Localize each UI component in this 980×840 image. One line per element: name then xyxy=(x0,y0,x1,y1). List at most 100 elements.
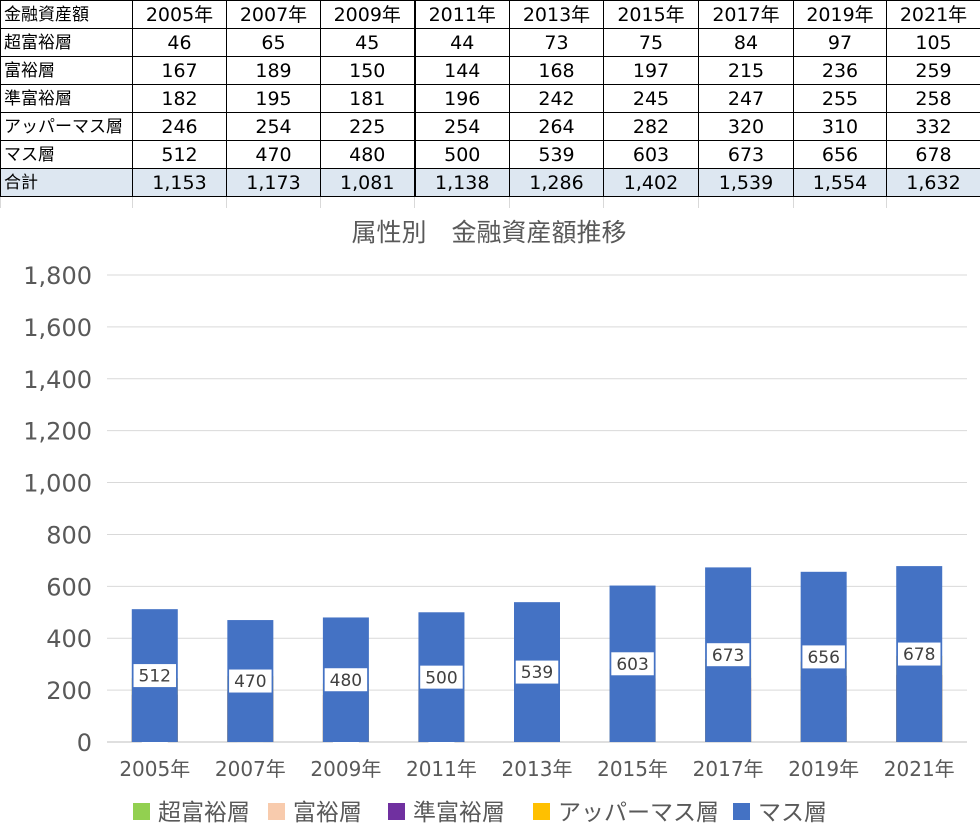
table-cell: 656 xyxy=(793,140,887,169)
legend-swatch xyxy=(388,803,405,820)
table-cell: 225 xyxy=(320,112,415,141)
x-tick-label: 2017年 xyxy=(693,757,764,781)
legend-label: マス層 xyxy=(758,800,827,826)
table-cell: 215 xyxy=(698,56,794,85)
y-tick-label: 400 xyxy=(46,625,92,653)
table-cell: 65 xyxy=(226,28,321,57)
x-tick-label: 2009年 xyxy=(310,757,381,781)
data-label: 470 xyxy=(234,672,266,692)
table-cell: 1,081 xyxy=(320,168,415,197)
x-tick-label: 2015年 xyxy=(597,757,668,781)
table-cell: 603 xyxy=(603,140,699,169)
legend-label: アッパーマス層 xyxy=(558,800,719,826)
data-label-box xyxy=(229,669,272,693)
table-cell: 512 xyxy=(132,140,227,169)
y-tick-label: 1,000 xyxy=(23,470,92,498)
table-cell: 254 xyxy=(226,112,321,141)
row-label: 準富裕層 xyxy=(0,84,133,113)
table-cell: 189 xyxy=(226,56,321,85)
table-header-label: 金融資産額 xyxy=(0,0,133,29)
legend-swatch xyxy=(533,803,550,820)
data-label: 539 xyxy=(521,663,553,683)
table-header-year: 2015年 xyxy=(603,0,699,29)
x-tick-label: 2005年 xyxy=(119,757,190,781)
table-header-row: 金融資産額 2005年 2007年 2009年 2011年 2013年 2015年 2017年… xyxy=(0,0,980,29)
table-cell: 44 xyxy=(413,28,510,57)
y-tick-label: 600 xyxy=(46,573,92,601)
table-cell: 258 xyxy=(886,84,980,113)
table-header-year: 2011年 xyxy=(413,0,510,29)
table-header-year: 2021年 xyxy=(886,0,980,29)
table-cell: 168 xyxy=(509,56,604,85)
data-label: 512 xyxy=(139,667,171,687)
table-cell: 310 xyxy=(793,112,887,141)
data-label: 480 xyxy=(330,671,362,691)
table-row: 富裕層 167 189 150 144 168 197 215 236 259 xyxy=(0,56,980,85)
table-cell: 320 xyxy=(698,112,794,141)
stacked-bar-chart: 属性別 金融資産額推移 0 200 400 600 800 1,000 1,200 1,400… xyxy=(23,218,967,826)
row-label: 超富裕層 xyxy=(0,28,133,57)
table-cell: 182 xyxy=(132,84,227,113)
data-label-box xyxy=(133,664,177,688)
y-tick-label: 1,400 xyxy=(23,366,92,394)
y-tick-label: 800 xyxy=(46,521,92,549)
x-tick-label: 2007年 xyxy=(215,757,286,781)
table-cell: 242 xyxy=(509,84,604,113)
table-cell: 470 xyxy=(226,140,321,169)
table-cell: 45 xyxy=(320,28,415,57)
table-header-year: 2005年 xyxy=(132,0,227,29)
legend-swatch xyxy=(733,803,750,820)
table-cell: 105 xyxy=(886,28,980,57)
data-table: 金融資産額 2005年 2007年 2009年 2011年 2013年 2015年 2017年… xyxy=(0,0,980,208)
table-cell: 500 xyxy=(413,140,510,169)
table-cell: 197 xyxy=(603,56,699,85)
table-cell: 539 xyxy=(509,140,604,169)
table-cell: 1,632 xyxy=(886,168,980,197)
table-cell: 1,138 xyxy=(413,168,510,197)
table-row: 超富裕層 46 65 45 44 73 75 84 97 105 xyxy=(0,28,980,57)
data-label: 656 xyxy=(807,648,839,668)
data-label: 678 xyxy=(903,645,935,665)
table-header-year: 2007年 xyxy=(226,0,321,29)
table-cell: 1,173 xyxy=(226,168,321,197)
data-label: 603 xyxy=(616,655,648,675)
table-header-year: 2009年 xyxy=(320,0,415,29)
x-axis: 2005年 2007年 2009年 2011年 2013年 2015年 2017年 2019年… xyxy=(119,757,954,781)
table-cell: 1,402 xyxy=(603,168,699,197)
table-cell: 75 xyxy=(603,28,699,57)
y-tick-label: 1,800 xyxy=(23,262,92,290)
table-cell: 255 xyxy=(793,84,887,113)
table-cell: 46 xyxy=(132,28,227,57)
data-label-box xyxy=(324,668,368,692)
table-cell: 73 xyxy=(509,28,604,57)
data-label-box xyxy=(897,642,941,666)
table-cell: 1,153 xyxy=(132,168,227,197)
table-cell: 247 xyxy=(698,84,794,113)
table-row: マス層 512 470 480 500 539 603 673 656 678 xyxy=(0,140,980,169)
row-label: 富裕層 xyxy=(0,56,133,85)
bars: 4616718224651265189195254470451501812254… xyxy=(131,566,943,745)
row-label: マス層 xyxy=(0,140,133,169)
table-cell: 1,554 xyxy=(793,168,887,197)
table-cell: 144 xyxy=(413,56,510,85)
table-cell: 673 xyxy=(698,140,794,169)
table-cell: 282 xyxy=(603,112,699,141)
x-tick-label: 2013年 xyxy=(502,757,573,781)
table-cell: 246 xyxy=(132,112,227,141)
data-label-box xyxy=(706,643,750,667)
table-header-year: 2017年 xyxy=(698,0,794,29)
x-tick-label: 2021年 xyxy=(884,757,955,781)
x-tick-label: 2011年 xyxy=(406,757,477,781)
y-axis: 0 200 400 600 800 1,000 1,200 1,400 1,600 1,800 xyxy=(23,262,92,757)
table-cell: 480 xyxy=(320,140,415,169)
table-cell: 259 xyxy=(886,56,980,85)
y-tick-label: 1,600 xyxy=(23,314,92,342)
table-cell: 678 xyxy=(886,140,980,169)
table-header-year: 2013年 xyxy=(509,0,604,29)
legend-swatch xyxy=(133,803,150,820)
y-tick-label: 0 xyxy=(77,729,92,757)
table-row: アッパーマス層 246 254 225 254 264 282 320 310 332 xyxy=(0,112,980,141)
legend-swatch xyxy=(268,803,285,820)
x-tick-label: 2019年 xyxy=(788,757,859,781)
data-label-box xyxy=(420,665,463,689)
